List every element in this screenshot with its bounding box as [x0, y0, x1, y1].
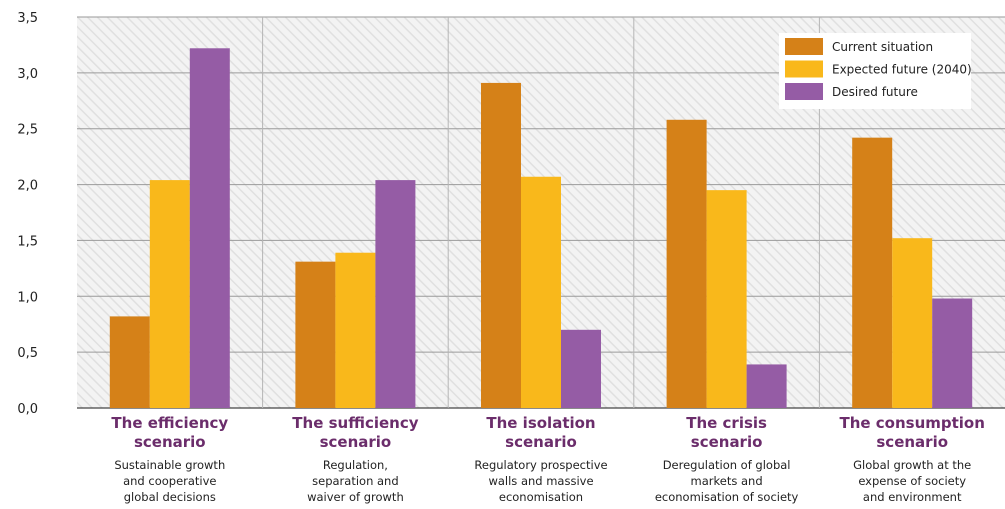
category-title: scenario: [876, 433, 948, 451]
category-title: The isolation: [486, 414, 595, 432]
category-title: scenario: [691, 433, 763, 451]
category-subtitle: and cooperative: [123, 474, 216, 488]
legend-swatch: [785, 83, 823, 100]
legend-label: Desired future: [832, 85, 918, 99]
y-tick-label: 0,0: [17, 402, 38, 417]
legend-swatch: [785, 38, 823, 55]
category-title: The efficiency: [111, 414, 228, 432]
category-subtitle: economisation of society: [655, 490, 799, 504]
bar: [892, 238, 933, 408]
category-title: The crisis: [686, 414, 767, 432]
legend-label: Expected future (2040): [832, 63, 972, 77]
bar: [189, 48, 230, 408]
y-tick-label: 1,0: [17, 290, 38, 305]
y-tick-label: 2,5: [17, 123, 38, 138]
category-subtitle: markets and: [691, 474, 763, 488]
y-tick-label: 3,0: [17, 67, 38, 82]
category-title: The sufficiency: [292, 414, 418, 432]
category-subtitle: walls and massive: [488, 474, 593, 488]
category-subtitle: expense of society: [858, 474, 966, 488]
bar: [375, 180, 416, 408]
bar: [932, 298, 973, 408]
category-title: scenario: [505, 433, 577, 451]
category-subtitle: and environment: [863, 490, 962, 504]
bar: [561, 329, 601, 408]
legend-swatch: [785, 60, 823, 78]
category-title: scenario: [134, 433, 206, 451]
bar: [706, 190, 747, 408]
bar: [335, 252, 376, 408]
category-subtitle: Global growth at the: [853, 458, 971, 472]
bar: [852, 137, 893, 408]
y-tick-label: 3,5: [17, 11, 38, 26]
category-title: scenario: [320, 433, 392, 451]
category-subtitle: waiver of growth: [307, 490, 404, 504]
category-subtitle: economisation: [499, 490, 583, 504]
bar: [149, 180, 190, 408]
bar: [109, 316, 150, 408]
category-subtitle: Regulatory prospective: [474, 458, 607, 472]
bar: [666, 119, 707, 408]
bar: [481, 82, 521, 408]
category-title: The consumption: [839, 414, 984, 432]
y-tick-label: 1,5: [17, 234, 38, 249]
category-subtitle: Sustainable growth: [114, 458, 225, 472]
category-subtitle: Deregulation of global: [663, 458, 791, 472]
category-subtitle: separation and: [312, 474, 399, 488]
bar: [295, 261, 336, 408]
category-subtitle: Regulation,: [323, 458, 388, 472]
category-subtitle: global decisions: [124, 490, 216, 504]
y-tick-label: 0,5: [17, 346, 38, 361]
bar: [521, 176, 561, 408]
bar: [746, 364, 787, 408]
y-tick-label: 2,0: [17, 179, 38, 194]
legend-label: Current situation: [832, 40, 933, 54]
